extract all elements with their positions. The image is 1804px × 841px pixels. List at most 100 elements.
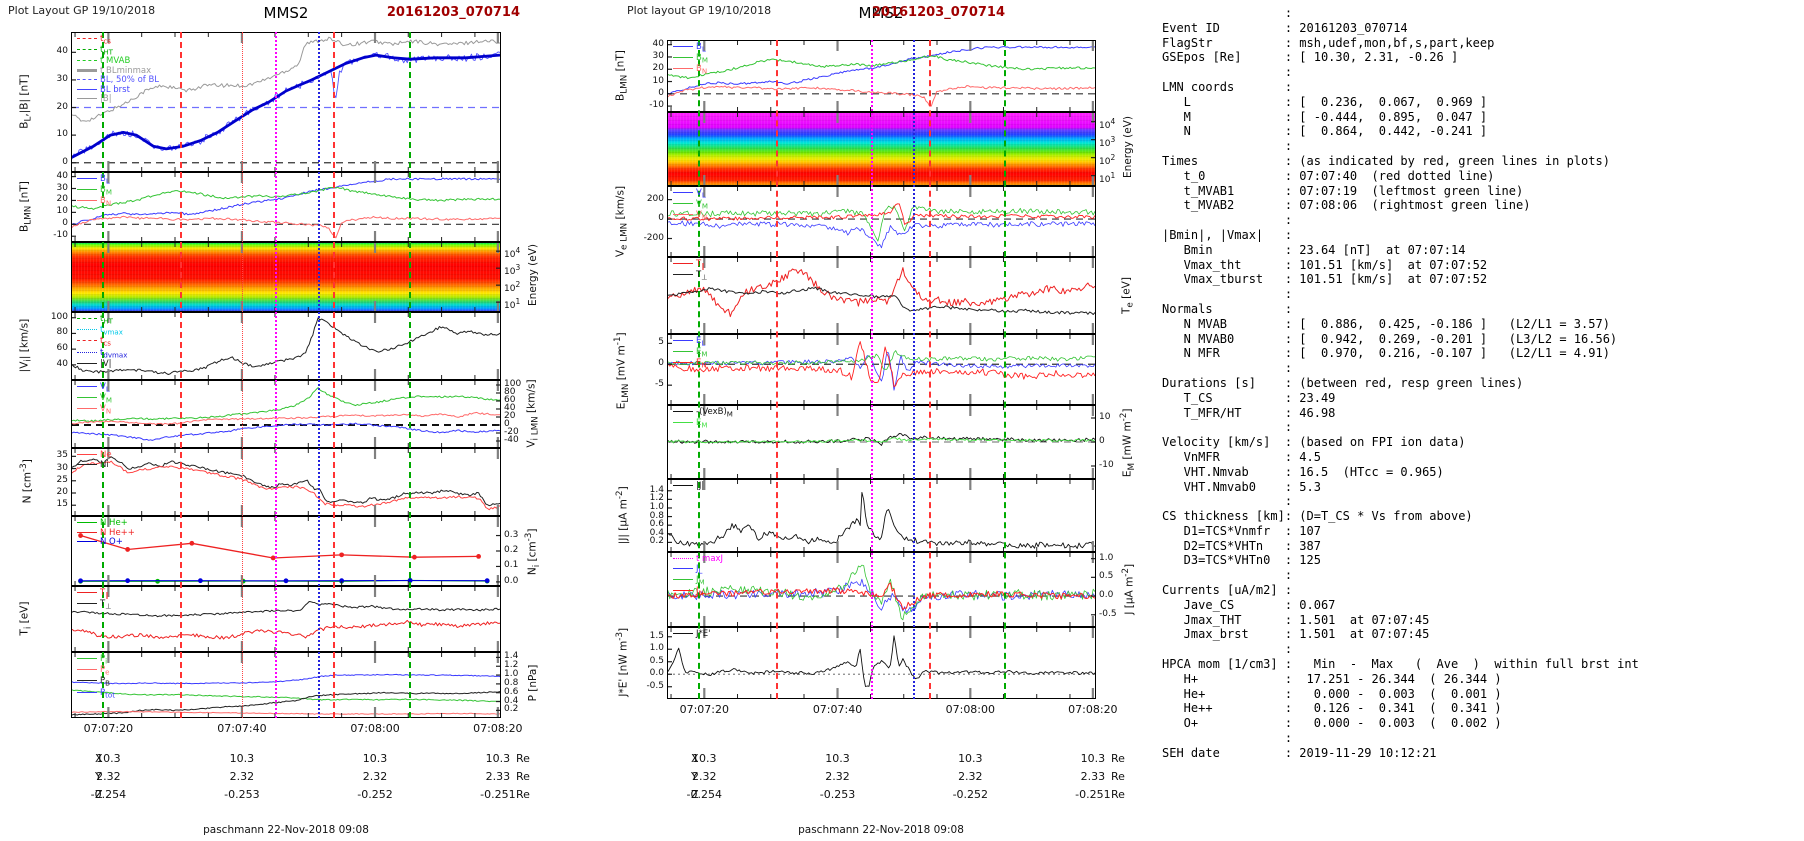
- position-unit: Re: [516, 788, 530, 801]
- y-tick-label: 40: [56, 170, 68, 181]
- legend-b-lmn: BL BM BN: [77, 174, 112, 209]
- legend-entry: Pi: [77, 654, 115, 666]
- right-tick-label: -0.5: [1099, 608, 1117, 619]
- legend-label: BM: [696, 53, 708, 65]
- legend-entry: T⊥: [673, 270, 707, 282]
- legend-entry: tHT: [77, 314, 127, 326]
- panel-ve-lmn: [667, 186, 1096, 257]
- legend-entry: VM: [673, 199, 708, 211]
- right-tick-label: 40: [504, 403, 516, 413]
- legend-line-sample: [77, 386, 97, 387]
- y-tick-label: 15: [56, 499, 68, 510]
- legend-line-sample: [77, 68, 97, 72]
- legend-line-sample: [77, 658, 97, 659]
- legend-line-sample: [77, 463, 97, 465]
- legend-label: VN: [696, 210, 708, 223]
- legend-entry: BM: [77, 185, 112, 197]
- legend-entry: |J|: [673, 481, 704, 492]
- legend-line-sample: [77, 49, 97, 51]
- legend-entry: tcs: [77, 34, 159, 46]
- legend-label: JL: [696, 563, 703, 576]
- panel-e-spectrogram: [667, 112, 1096, 186]
- event-line-4: [317, 32, 320, 718]
- legend-line-sample: [77, 541, 97, 542]
- panel-vi-lmn: [71, 380, 501, 448]
- legend-line-sample: [77, 397, 97, 399]
- legend-entry: VL: [77, 382, 112, 394]
- legend-entry: |V|: [77, 358, 127, 370]
- y-tick-label: -200: [643, 232, 664, 243]
- legend-label: Pe: [100, 665, 110, 677]
- panel-j-mag: [667, 479, 1096, 552]
- y-tick-label: 5: [658, 337, 664, 348]
- figure-middle: Plot layout GP 19/10/2018 MMS2 20161203_07…: [530, 0, 1190, 841]
- event-id-label: 20161203_070714: [871, 5, 1005, 20]
- legend-line-sample: [673, 578, 693, 580]
- y-tick-label: 0: [62, 156, 68, 167]
- legend-label: |V|: [100, 358, 112, 369]
- y-tick-label: 40: [56, 46, 68, 57]
- legend-entry: EN: [673, 359, 707, 370]
- panel-j-lmn: [667, 552, 1096, 627]
- right-tick-label: 0.0: [1099, 590, 1114, 601]
- position-value: 10.3: [96, 752, 121, 765]
- right-tick-label: 0.5: [1099, 571, 1114, 582]
- figure-header: Plot Layout GP 19/10/2018: [8, 4, 156, 17]
- legend-label: Ptot: [100, 687, 116, 700]
- right-tick-label: 104: [504, 246, 521, 261]
- legend-label: tcs: [100, 34, 111, 46]
- legend-label: EM: [696, 347, 708, 359]
- y-tick-label: 60: [56, 343, 68, 354]
- figure-title: MMS2: [858, 4, 904, 22]
- legend-entry: tdvmax: [77, 348, 127, 360]
- info-panel-text: : Event ID : 20161203_070714 FlagStr : m…: [1162, 6, 1639, 760]
- legend-label: VL: [696, 188, 706, 200]
- right-tick-label: 102: [504, 280, 521, 295]
- right-tick-label: 101: [1099, 170, 1116, 185]
- y-tick-label: -10: [649, 100, 664, 111]
- legend-label: Pi: [100, 654, 108, 666]
- legend-line-sample: [77, 351, 97, 353]
- legend-label: tHT: [100, 45, 113, 57]
- legend-b-lmn: BL BM BN: [673, 42, 708, 77]
- legend-entry: T⊥: [77, 599, 112, 611]
- legend-label: tHT: [100, 314, 113, 326]
- legend-label: T∥: [696, 259, 705, 271]
- right-tick-label: 1.4: [504, 651, 519, 662]
- event-line-0: [697, 40, 700, 699]
- y-tick-label: 10: [56, 129, 68, 140]
- legend-line-sample: [673, 57, 693, 59]
- position-value: 10.3: [1080, 752, 1106, 765]
- legend-entry: Pe: [77, 665, 115, 677]
- legend-line-sample: [77, 60, 97, 62]
- credit-label: paschmann 22-Nov-2018 09:08: [203, 824, 369, 836]
- legend-line-sample: [77, 329, 97, 331]
- position-row-label: Y: [691, 770, 698, 783]
- legend-entry: VL: [673, 188, 708, 200]
- legend-label: T∥: [100, 588, 109, 600]
- legend-label: BL: [696, 42, 706, 54]
- panel-te: [667, 257, 1096, 334]
- legend-label: t MVAB: [100, 56, 131, 67]
- legend-label: VN: [100, 404, 112, 417]
- y-tick-label: 0: [658, 87, 664, 98]
- y-tick-label: 1.4: [649, 484, 664, 495]
- y-tick-label: 0.6: [649, 519, 664, 530]
- legend-label: N He++: [100, 527, 135, 538]
- legend-label: T⊥: [100, 599, 112, 611]
- position-value: 2.32: [825, 770, 850, 783]
- legend-ve-lmn: VL VM VN: [673, 188, 708, 223]
- legend-entry: Ne: [77, 450, 112, 461]
- event-line-2: [870, 40, 873, 699]
- legend-line-sample: [77, 680, 97, 682]
- legend-entry: Ni: [77, 460, 112, 471]
- y-tick-label: 0.0: [649, 668, 664, 679]
- y-tick-label: 30: [652, 50, 664, 61]
- y-tick-label: 10: [56, 206, 68, 217]
- position-value: 10.3: [958, 752, 983, 765]
- y-tick-label: 1.0: [649, 501, 664, 512]
- legend-e-lmn: EL EM EN: [673, 336, 708, 371]
- figure-left: Plot Layout GP 19/10/2018 MMS2 20161203_07…: [0, 0, 560, 841]
- y-tick-label: 30: [56, 182, 68, 193]
